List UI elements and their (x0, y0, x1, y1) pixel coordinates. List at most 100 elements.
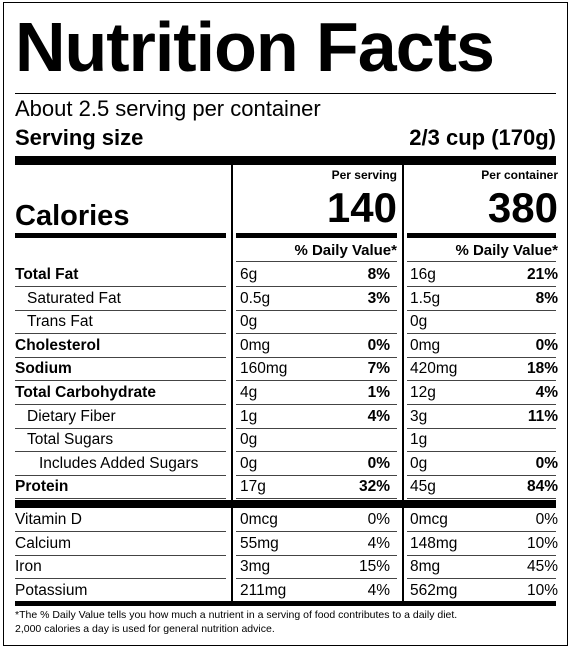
calories-divider-mid (236, 233, 397, 238)
nutrient-name: Total Carbohydrate (15, 384, 156, 401)
nutrient-name: Includes Added Sugars (39, 454, 199, 472)
row-divider (407, 380, 556, 382)
nutrients-row: Total Sugars 0g 1g (15, 428, 556, 453)
row-divider (15, 531, 226, 532)
serving-daily-value: 1% (367, 384, 390, 401)
nutrients-row: Total Carbohydrate 4g 1% 12g 4% (15, 381, 558, 405)
row-divider (15, 356, 226, 358)
container-daily-value: 45% (526, 558, 558, 575)
serving-amount: 3mg (240, 558, 271, 575)
row-divider (407, 451, 556, 453)
nutrient-name: Protein (15, 478, 69, 496)
per-container-heading: Per container (481, 168, 558, 182)
serving-daily-value: 0% (367, 454, 390, 472)
container-daily-value: 18% (526, 360, 558, 378)
title-divider (15, 93, 556, 94)
container-daily-value: 0% (535, 511, 558, 528)
serving-daily-value: 15% (358, 558, 390, 575)
serving-amount: 160mg (240, 360, 288, 378)
calories-divider-left (15, 233, 226, 238)
serving-amount: 17g (240, 478, 266, 496)
container-amount: 0g (410, 454, 428, 472)
serving-amount: 0g (240, 454, 258, 472)
daily-value-heading-container: % Daily Value* (455, 242, 558, 259)
row-divider (236, 404, 397, 405)
container-amount: 1g (410, 431, 428, 449)
nutrient-name: Sodium (15, 360, 72, 378)
dv-divider-mid (236, 261, 397, 262)
nutrient-name: Total Fat (15, 266, 79, 283)
micronutrients-row: Iron 3mg 15% 8mg 45% (15, 555, 558, 579)
row-divider (15, 578, 226, 579)
row-divider (15, 309, 226, 311)
row-divider (236, 498, 397, 500)
serving-amount: 1g (240, 407, 258, 425)
row-divider (236, 356, 397, 358)
nutrient-name: Vitamin D (15, 511, 82, 528)
container-amount: 1.5g (410, 289, 441, 307)
row-divider (407, 309, 556, 311)
container-daily-value: 21% (526, 266, 558, 283)
row-divider (15, 451, 226, 453)
serving-daily-value: 7% (367, 360, 390, 378)
nutrient-name: Saturated Fat (27, 289, 121, 307)
serving-size-label: Serving size (15, 125, 144, 150)
container-amount: 45g (410, 478, 436, 496)
serving-amount: 211mg (240, 581, 287, 599)
servings-per-container: About 2.5 serving per container (15, 96, 321, 121)
container-daily-value: 10% (526, 534, 558, 552)
column-divider-1 (231, 165, 233, 503)
calories-per-container: 380 (487, 184, 558, 231)
container-amount: 16g (410, 266, 436, 283)
serving-daily-value: 3% (367, 289, 390, 307)
calories-per-serving: 140 (326, 184, 397, 231)
row-divider (236, 578, 397, 579)
nutrients-row: Sodium 160mg 7% 420mg 18% (15, 357, 558, 382)
row-divider (15, 427, 226, 429)
thick-divider-bottom (15, 601, 556, 606)
container-daily-value: 84% (526, 478, 558, 496)
serving-amount: 4g (240, 384, 258, 401)
column-divider-1-micro (231, 508, 233, 605)
row-divider (236, 531, 397, 532)
nutrient-name: Total Sugars (27, 431, 114, 449)
serving-amount: 0mg (240, 336, 271, 354)
row-divider (407, 404, 556, 405)
serving-daily-value: 0% (367, 336, 390, 354)
nutrition-label: Nutrition Facts About 2.5 serving per co… (3, 2, 568, 646)
nutrient-name: Potassium (15, 581, 88, 599)
container-amount: 12g (410, 384, 436, 401)
row-divider (407, 498, 556, 500)
serving-amount: 55mg (240, 534, 279, 552)
serving-amount: 0mcg (240, 511, 278, 528)
container-daily-value: 0% (535, 336, 558, 354)
container-amount: 148mg (410, 534, 458, 552)
row-divider (236, 427, 397, 429)
footnote: *The % Daily Value tells you how much a … (15, 608, 556, 636)
nutrient-name: Calcium (15, 534, 71, 552)
footnote-line-2: 2,000 calories a day is used for general… (15, 623, 275, 635)
serving-daily-value: 0% (367, 511, 390, 528)
serving-daily-value: 4% (367, 407, 390, 425)
row-divider (236, 380, 397, 382)
serving-daily-value: 4% (367, 581, 390, 599)
serving-amount: 0g (240, 431, 258, 449)
container-daily-value: 4% (535, 384, 558, 401)
container-amount: 8mg (410, 558, 441, 575)
row-divider (15, 333, 226, 335)
row-divider (236, 309, 397, 311)
calories-label: Calories (15, 200, 130, 232)
container-amount: 562mg (410, 581, 458, 599)
micronutrients-row: Calcium 55mg 4% 148mg 10% (15, 532, 558, 556)
nutrient-name: Dietary Fiber (27, 407, 116, 425)
row-divider (407, 427, 556, 429)
nutrients-row: Total Fat 6g 8% 16g 21% (15, 263, 558, 287)
nutrient-name: Trans Fat (27, 313, 93, 331)
nutrient-name: Iron (15, 558, 42, 575)
container-daily-value: 8% (535, 289, 558, 307)
container-amount: 3g (410, 407, 428, 425)
container-daily-value: 11% (527, 407, 558, 425)
label-title: Nutrition Facts (15, 8, 495, 86)
row-divider (407, 286, 556, 287)
row-divider (407, 356, 556, 358)
